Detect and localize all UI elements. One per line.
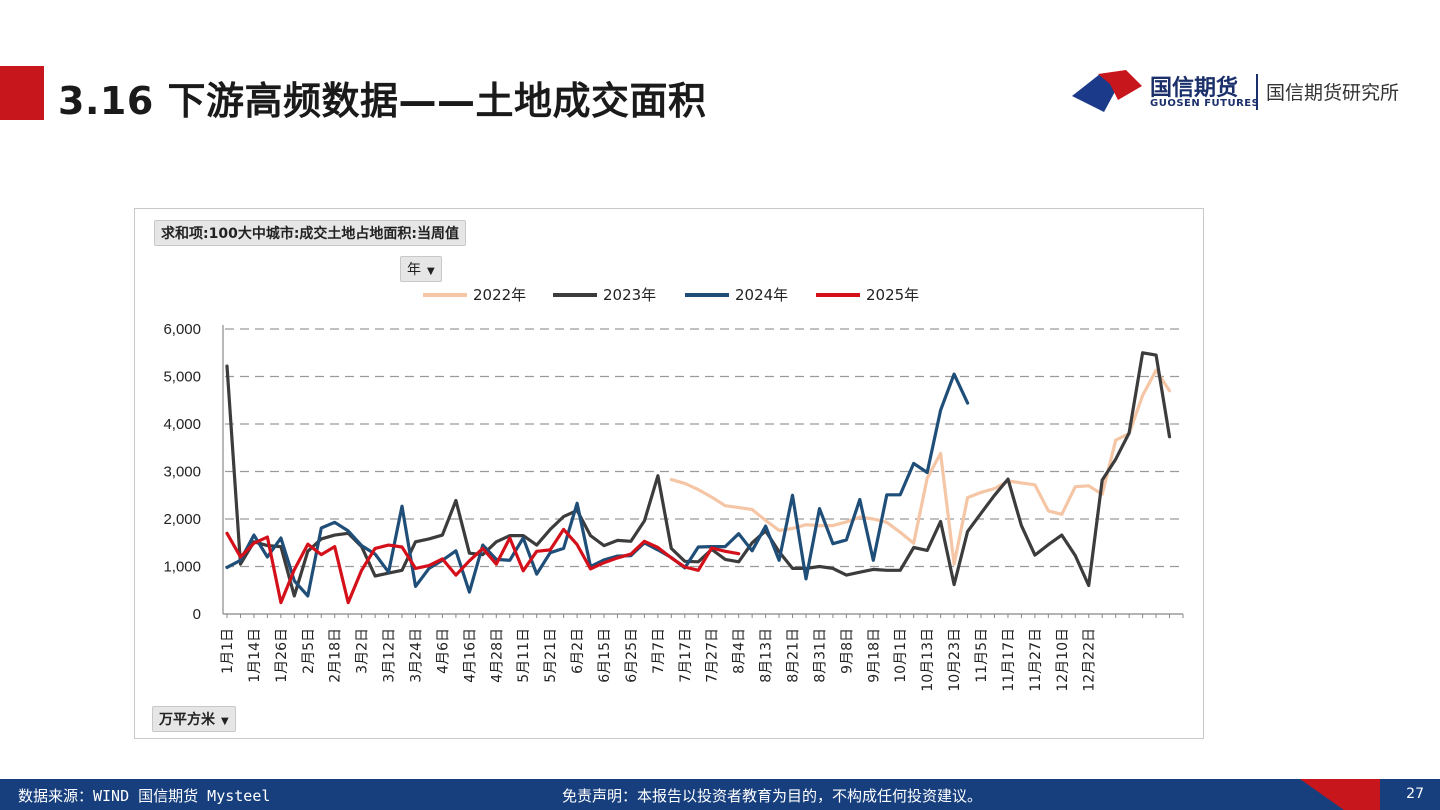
x-tick-label: 12月10日	[1055, 628, 1071, 692]
dropdown-arrow-icon: ▼	[221, 716, 229, 727]
dropdown-arrow-icon: ▼	[427, 266, 435, 277]
x-tick-label: 6月25日	[624, 628, 640, 683]
x-tick-label: 7月7日	[651, 628, 667, 674]
x-tick-label: 9月8日	[839, 628, 855, 674]
series-line	[225, 351, 1172, 598]
company-logo: 国信期货 GUOSEN FUTURES 国信期货研究所	[1070, 64, 1430, 120]
logo-divider	[1256, 74, 1258, 110]
x-tick-label: 11月5日	[974, 628, 990, 683]
chart-panel: 求和项:100大中城市:成交土地占地面积:当周值 年 ▼ 0 1,000 2,000 3…	[134, 208, 1204, 739]
institute-name: 国信期货研究所	[1266, 82, 1400, 104]
x-tick-label: 10月23日	[947, 628, 963, 692]
y-tick-label: 3,000	[163, 464, 201, 481]
x-tick-label: 1月1日	[220, 628, 236, 674]
x-tick-label: 10月1日	[893, 628, 909, 683]
y-tick-label: 2,000	[163, 511, 201, 528]
series-line	[225, 372, 970, 598]
guosen-logo-icon	[1072, 70, 1142, 112]
legend-label: 2023年	[603, 286, 656, 304]
year-filter-label: 年	[407, 262, 421, 278]
x-tick-label: 5月11日	[516, 628, 532, 683]
footer-accent-shape	[1300, 779, 1380, 810]
y-tick-label: 4,000	[163, 416, 201, 433]
x-tick-label: 3月12日	[382, 628, 398, 683]
x-tick-label: 12月22日	[1082, 628, 1098, 692]
data-source: 数据来源：WIND 国信期货 Mysteel	[18, 787, 271, 805]
x-tick-label: 4月28日	[489, 628, 505, 683]
x-tick-label: 11月27日	[1028, 628, 1044, 692]
x-tick-label: 11月17日	[1001, 628, 1017, 692]
legend-label: 2025年	[866, 286, 919, 304]
x-tick-label: 6月15日	[597, 628, 613, 683]
logo-cn-text: 国信期货	[1150, 76, 1239, 101]
x-tick-label: 3月2日	[355, 628, 371, 674]
x-tick-label: 3月24日	[409, 628, 425, 683]
y-tick-label: 1,000	[163, 559, 201, 576]
logo-en-text: GUOSEN FUTURES	[1150, 98, 1260, 109]
y-tick-label: 0	[193, 606, 201, 623]
disclaimer: 免责声明：本报告以投资者教育为目的，不构成任何投资建议。	[562, 787, 983, 805]
x-tick-label: 4月6日	[435, 628, 451, 674]
x-tick-label: 8月4日	[732, 628, 748, 674]
x-tick-label: 1月14日	[247, 628, 263, 683]
title-accent-bar	[0, 66, 44, 120]
line-chart: 0 1,000 2,000 3,000 4,000 5,000 6,000 1月1日 1月14日…	[163, 286, 1184, 692]
legend-label: 2024年	[735, 286, 788, 304]
y-tick-label: 5,000	[163, 369, 201, 386]
x-tick-label: 2月5日	[301, 628, 317, 674]
unit-filter-button[interactable]: 万平方米 ▼	[152, 706, 236, 732]
footer-bar: 数据来源：WIND 国信期货 Mysteel 免责声明：本报告以投资者教育为目的…	[0, 779, 1440, 810]
unit-filter-label: 万平方米	[159, 712, 215, 728]
y-tick-label: 6,000	[163, 321, 201, 338]
series-line	[669, 368, 1172, 566]
x-tick-label: 1月26日	[274, 628, 290, 683]
x-tick-label: 5月21日	[543, 628, 559, 683]
page-title: 3.16 下游高频数据——土地成交面积	[58, 79, 707, 123]
x-tick-label: 10月13日	[920, 628, 936, 692]
x-tick-label: 4月16日	[462, 628, 478, 683]
x-tick-label: 7月27日	[705, 628, 721, 683]
sum-field-label: 求和项:100大中城市:成交土地占地面积:当周值	[161, 226, 460, 242]
x-tick-label: 7月17日	[678, 628, 694, 683]
year-filter-button[interactable]: 年 ▼	[400, 256, 442, 282]
x-tick-label: 8月13日	[759, 628, 775, 683]
x-tick-label: 8月21日	[786, 628, 802, 683]
x-tick-label: 8月31日	[812, 628, 828, 683]
legend-label: 2022年	[473, 286, 526, 304]
sum-field-button[interactable]: 求和项:100大中城市:成交土地占地面积:当周值	[154, 220, 467, 246]
x-tick-label: 2月18日	[328, 628, 344, 683]
x-tick-label: 6月2日	[570, 628, 586, 674]
x-tick-label: 9月18日	[866, 628, 882, 683]
series-line	[225, 527, 741, 605]
page-number: 27	[1406, 786, 1424, 802]
